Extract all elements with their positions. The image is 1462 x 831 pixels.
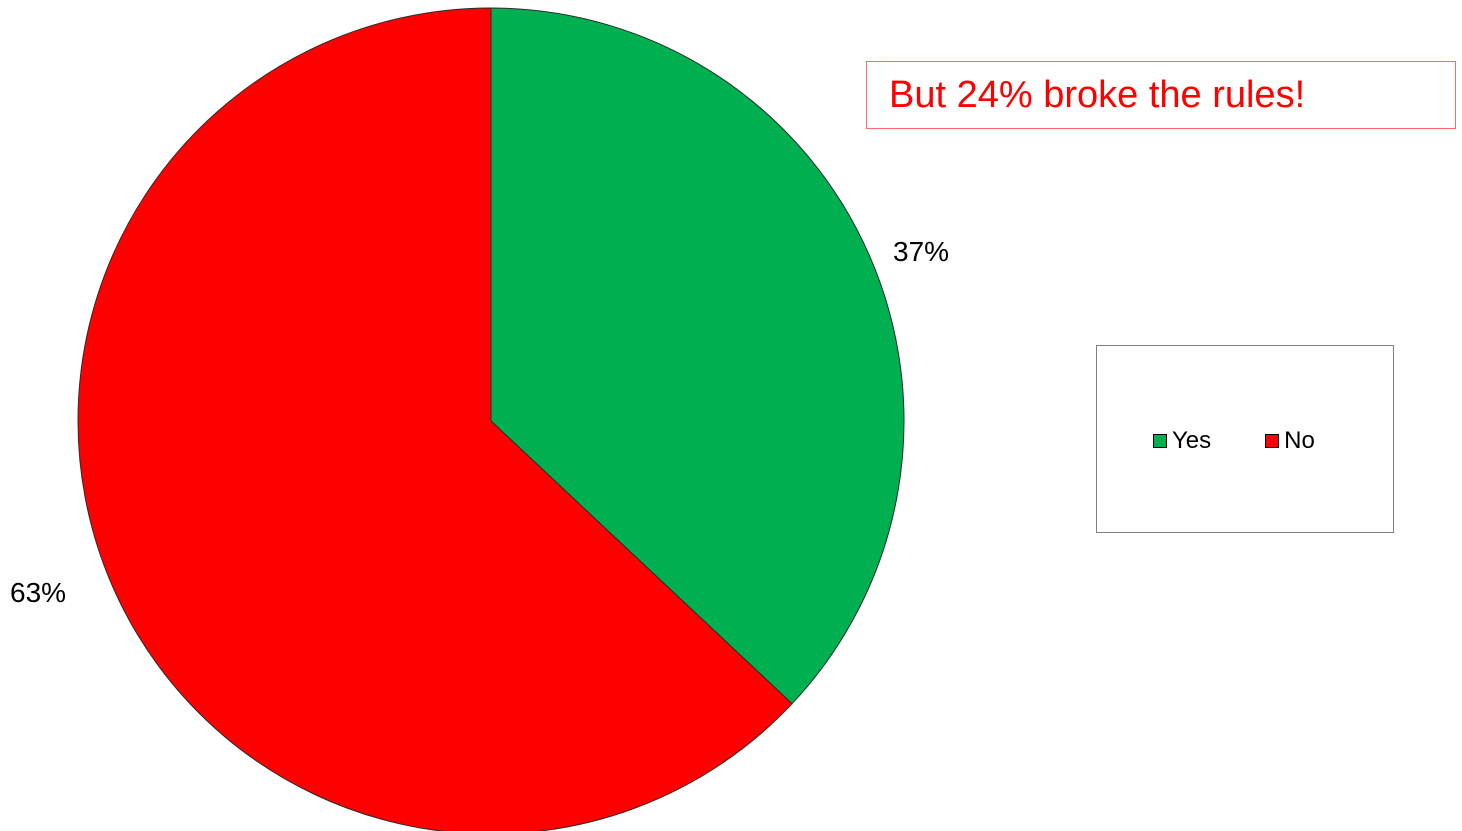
legend-item-no: No <box>1265 427 1315 455</box>
data-label-yes: 37% <box>893 236 950 267</box>
legend-item-yes: Yes <box>1153 427 1211 455</box>
data-label-no: 63% <box>10 577 67 608</box>
legend-swatch-yes <box>1153 434 1167 448</box>
annotation-text: But 24% broke the rules! <box>889 74 1306 116</box>
legend-swatch-no <box>1265 434 1280 448</box>
legend-label-no: No <box>1284 427 1315 454</box>
pie-slice-no <box>77 7 793 831</box>
annotation-box: But 24% broke the rules! <box>866 61 1456 129</box>
legend: Yes No <box>1096 345 1394 533</box>
legend-label-yes: Yes <box>1172 427 1212 454</box>
pie-slice-yes <box>490 7 905 705</box>
